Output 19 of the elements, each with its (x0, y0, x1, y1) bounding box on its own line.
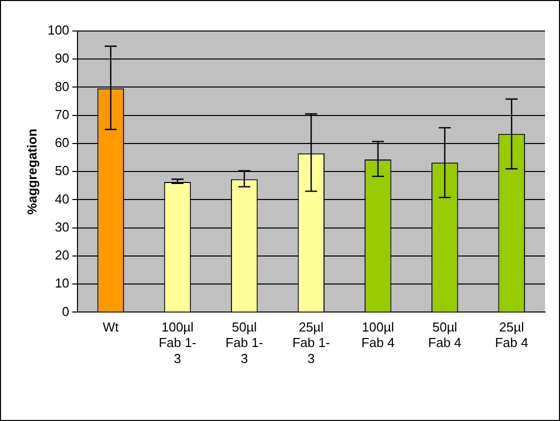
y-tick-label: 10 (54, 276, 70, 291)
y-tick-label: 50 (54, 163, 70, 178)
y-tick-label: 80 (54, 78, 70, 94)
x-tick-label: 25µl Fab 1-3 (292, 320, 330, 366)
x-tick-label: 50µl Fab 4 (428, 320, 462, 350)
x-tick-label: 100µl Fab 4 (361, 320, 395, 350)
y-tick-label: 60 (54, 135, 70, 150)
y-tick-label: 30 (54, 219, 70, 234)
x-tick-label: Wt (102, 320, 120, 335)
y-tick-label: 100 (48, 22, 70, 38)
y-tick-label: 20 (54, 248, 70, 263)
y-tick-label: 40 (54, 191, 70, 206)
y-tick-label: 90 (54, 50, 70, 66)
y-axis-title: %aggregation (24, 128, 40, 215)
y-tick-label: 0 (62, 304, 70, 319)
x-tick-label: 100µl Fab 1-3 (158, 320, 196, 366)
x-tick-label: 50µl Fab 1-3 (226, 320, 264, 366)
x-tick-label: 25µl Fab 4 (494, 320, 528, 350)
y-tick-label: 70 (54, 106, 70, 122)
